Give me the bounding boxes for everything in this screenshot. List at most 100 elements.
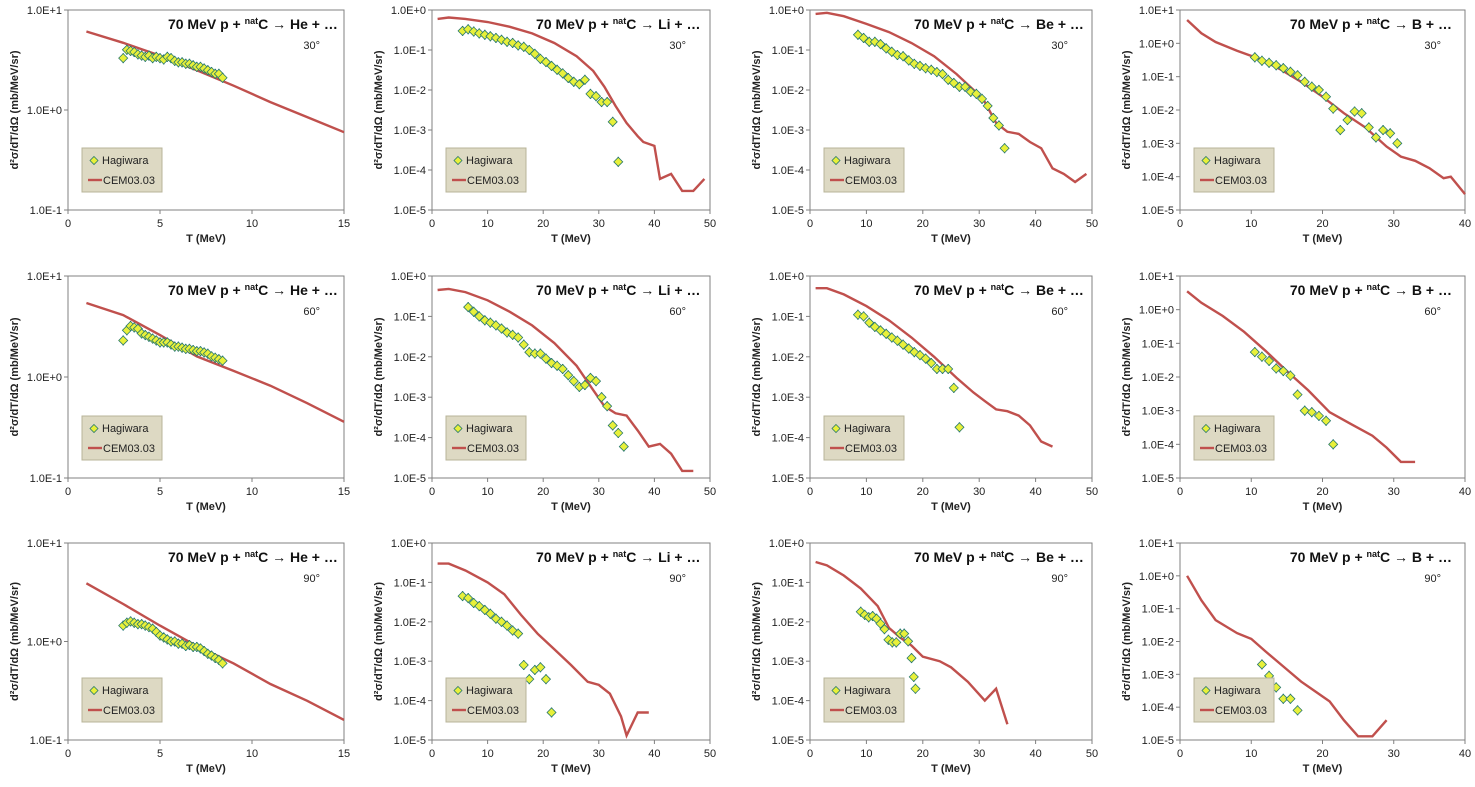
chart-title: 70 MeV p + natC → Li + … [536,282,700,298]
legend [445,677,527,723]
legend-label-hagiwara: Hagiwara [1214,685,1261,697]
y-tick-label: 1.0E+0 [1139,305,1174,317]
x-axis-label: T (MeV) [1303,763,1343,775]
y-tick-label: 1.0E+0 [1139,38,1174,50]
x-tick-label: 15 [338,218,350,230]
data-point-hagiwara [474,28,485,39]
data-point-hagiwara [1349,106,1360,117]
data-point-hagiwara [513,40,524,51]
data-point-hagiwara [557,363,568,375]
y-axis-label: d²σ/dT/dΩ (mb/MeV/sr) [751,582,763,701]
chart-title: 70 MeV p + natC → B + … [1290,282,1452,298]
data-point-hagiwara [1320,415,1332,426]
x-tick-label: 0 [1177,748,1183,760]
data-point-hagiwara [1256,55,1268,66]
data-point-hagiwara [1256,351,1268,362]
x-tick-label: 50 [1086,748,1098,760]
data-point-hagiwara [468,26,479,37]
x-tick-label: 30 [973,486,985,498]
data-point-hagiwara [920,353,931,364]
data-point-hagiwara [881,328,892,339]
data-point-hagiwara [552,360,563,371]
data-point-hagiwara [1299,76,1310,87]
chart-panel-1: 1.0E-1 1.0E+0 1.0E+1 0 5 10 15 T (MeV) d²σ/dT/dΩ… [9,5,350,245]
legend-marker-hagiwara [453,155,463,166]
legend-label-cem: CEM03.03 [1215,175,1267,187]
x-tick-label: 0 [807,218,813,230]
y-tick-label: 1.0E+0 [27,637,62,649]
x-tick-label: 20 [917,218,929,230]
data-point-hagiwara [540,674,552,685]
x-tick-label: 30 [1388,218,1400,230]
y-tick-label: 1.0E-5 [772,473,804,485]
x-tick-label: 15 [338,748,350,760]
y-tick-label: 1.0E-2 [1142,105,1174,117]
y-tick-label: 1.0E-1 [1142,72,1174,84]
y-tick-label: 1.0E-4 [394,165,426,177]
data-point-hagiwara [883,634,894,645]
data-point-hagiwara [579,379,590,391]
y-tick-label: 1.0E-4 [1142,439,1174,451]
data-point-hagiwara [914,350,926,361]
x-axis-label: T (MeV) [186,763,226,775]
x-tick-label: 30 [973,218,985,230]
chart-panel-11: 1.0E-5 1.0E-4 1.0E-3 1.0E-2 1.0E-1 1.0E+0 0 10 2… [751,538,1098,775]
y-tick-label: 1.0E-5 [1142,473,1174,485]
legend-marker-hagiwara [831,155,841,166]
y-tick-label: 1.0E-3 [772,392,804,404]
data-point-hagiwara [1271,60,1282,71]
data-point-hagiwara [899,628,910,639]
series-line-cem [1186,19,1466,195]
legend-marker-hagiwara [1201,685,1211,696]
chart-panel-2: 1.0E-5 1.0E-4 1.0E-3 1.0E-2 1.0E-1 1.0E+0 0 10 2… [373,5,716,245]
y-tick-label: 1.0E-1 [30,473,62,485]
data-point-hagiwara [1263,355,1275,367]
legend-label-hagiwara: Hagiwara [102,685,149,697]
legend-marker-hagiwara [89,685,99,696]
data-point-hagiwara [1249,347,1260,358]
plot-area [809,542,1093,741]
x-axis-label: T (MeV) [1303,501,1343,513]
chart-panel-7: 1.0E-5 1.0E-4 1.0E-3 1.0E-2 1.0E-1 1.0E+0 0 10 2… [751,271,1098,513]
x-axis-label: T (MeV) [931,763,971,775]
data-point-hagiwara [909,347,920,358]
x-tick-label: 10 [481,748,493,760]
x-tick-label: 30 [593,218,605,230]
y-axis-label: d²σ/dT/dΩ (mb/MeV/sr) [373,50,385,169]
series-line-cem [815,11,1088,184]
y-tick-label: 1.0E-4 [394,433,426,445]
x-tick-label: 10 [1245,486,1257,498]
y-tick-label: 1.0E+0 [769,5,804,17]
data-point-hagiwara [999,143,1010,154]
x-axis-label: T (MeV) [551,763,591,775]
y-tick-label: 1.0E-2 [394,352,426,364]
data-point-hagiwara [867,610,878,622]
x-tick-label: 10 [860,486,872,498]
x-tick-label: 0 [65,748,71,760]
x-tick-label: 40 [648,218,660,230]
x-tick-label: 10 [481,218,493,230]
x-tick-label: 40 [648,748,660,760]
data-point-hagiwara [1299,405,1310,416]
data-point-hagiwara [881,43,892,54]
x-tick-label: 30 [593,748,605,760]
y-tick-label: 1.0E-3 [1142,669,1174,681]
x-tick-label: 0 [429,748,435,760]
legend-label-cem: CEM03.03 [845,175,897,187]
chart-panel-6: 1.0E-5 1.0E-4 1.0E-3 1.0E-2 1.0E-1 1.0E+0 0 10 2… [373,271,716,513]
y-tick-label: 1.0E+0 [391,5,426,17]
chart-panel-12: 1.0E-5 1.0E-4 1.0E-3 1.0E-2 1.0E-1 1.0E+0 1.0E… [1121,538,1471,775]
y-tick-label: 1.0E-3 [772,125,804,137]
data-point-hagiwara [920,63,931,74]
y-tick-label: 1.0E-1 [772,311,804,323]
data-point-hagiwara [903,636,914,647]
y-tick-label: 1.0E-2 [772,617,804,629]
x-tick-label: 30 [1388,486,1400,498]
data-point-hagiwara [590,91,602,102]
series-line-cem [815,287,1053,448]
data-point-hagiwara [982,100,993,111]
plot-area [809,275,1093,479]
x-tick-label: 50 [704,748,716,760]
data-point-hagiwara [574,79,585,90]
